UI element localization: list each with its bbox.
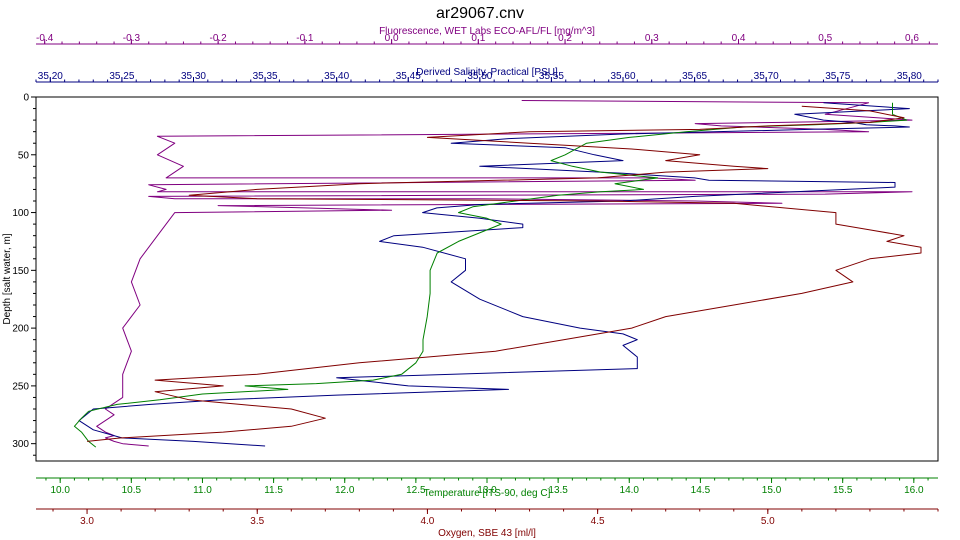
temperature-tick-label: 10.0 — [50, 485, 70, 496]
fluorescence-tick-label: 0.2 — [558, 33, 572, 44]
y-axis-label: Depth [salt water, m] — [2, 233, 13, 324]
oxygen-tick-label: 3.5 — [250, 516, 264, 527]
oxygen-tick-label: 4.5 — [591, 516, 605, 527]
y-tick-label: 50 — [18, 150, 30, 161]
temperature-tick-label: 13.0 — [477, 485, 497, 496]
axes-layer: 0 50 100 150 200 250 300 Depth [salt water, m] -… — [2, 26, 939, 539]
fluorescence-series-line — [96, 100, 913, 447]
series-layer — [73, 100, 922, 448]
fluorescence-tick-label: 0.6 — [905, 33, 919, 44]
y-tick-label: 200 — [12, 324, 29, 335]
temperature-tick-label: 16.0 — [904, 485, 924, 496]
temperature-axis-label: Temperature [ITS-90, deg C] — [424, 488, 551, 499]
fluorescence-tick-label: 0.1 — [471, 33, 485, 44]
fluorescence-tick-label: 0.3 — [645, 33, 659, 44]
oxygen-tick-label: 4.0 — [420, 516, 434, 527]
temperature-tick-label: 12.5 — [406, 485, 426, 496]
chart-title: ar29067.cnv — [436, 5, 524, 22]
salinity-tick-label: 35.50 — [467, 71, 492, 82]
plot-frame — [35, 96, 939, 462]
fluorescence-tick-label: -0.3 — [123, 33, 141, 44]
fluorescence-tick-label: -0.1 — [296, 33, 314, 44]
fluorescence-tick-label: 0.5 — [818, 33, 832, 44]
salinity-tick-label: 35.75 — [825, 71, 850, 82]
fluorescence-tick-label: -0.4 — [36, 33, 54, 44]
temperature-tick-label: 13.5 — [548, 485, 568, 496]
temperature-series-line — [73, 102, 908, 448]
fluorescence-tick-label: 0.0 — [385, 33, 399, 44]
temperature-tick-label: 15.0 — [762, 485, 782, 496]
y-tick-label: 0 — [23, 93, 29, 104]
y-tick-label: 300 — [12, 439, 29, 450]
salinity-tick-label: 35.40 — [324, 71, 349, 82]
salinity-axis-label: Derived Salinity, Practical [PSU] — [416, 67, 558, 78]
temperature-tick-label: 10.5 — [122, 485, 142, 496]
temperature-tick-label: 12.0 — [335, 485, 355, 496]
temperature-tick-label: 14.0 — [620, 485, 640, 496]
fluorescence-tick-label: -0.2 — [210, 33, 228, 44]
fluorescence-axis-label: Fluorescence, WET Labs ECO-AFL/FL [mg/m^… — [379, 26, 595, 37]
temperature-tick-label: 14.5 — [691, 485, 711, 496]
temperature-tick-label: 11.5 — [264, 485, 283, 496]
salinity-tick-label: 35.25 — [109, 71, 134, 82]
salinity-tick-label: 35.65 — [682, 71, 707, 82]
oxygen-series-line — [87, 105, 922, 442]
salinity-tick-label: 35.30 — [181, 71, 206, 82]
oxygen-tick-label: 3.0 — [80, 516, 94, 527]
salinity-tick-label: 35.55 — [539, 71, 564, 82]
fluorescence-tick-label: 0.4 — [732, 33, 746, 44]
oxygen-tick-label: 5.0 — [761, 516, 775, 527]
salinity-tick-label: 35.70 — [754, 71, 779, 82]
y-tick-label: 150 — [12, 266, 29, 277]
salinity-tick-label: 35.35 — [253, 71, 278, 82]
salinity-tick-label: 35.20 — [38, 71, 63, 82]
salinity-tick-label: 35.60 — [611, 71, 636, 82]
temperature-tick-label: 15.5 — [833, 485, 853, 496]
oxygen-axis-label: Oxygen, SBE 43 [ml/l] — [438, 528, 536, 539]
temperature-tick-label: 11.0 — [193, 485, 212, 496]
y-tick-label: 100 — [12, 208, 29, 219]
y-tick-label: 250 — [12, 381, 29, 392]
salinity-tick-label: 35.80 — [897, 71, 922, 82]
salinity-series-line — [78, 102, 910, 447]
salinity-tick-label: 35.45 — [396, 71, 421, 82]
